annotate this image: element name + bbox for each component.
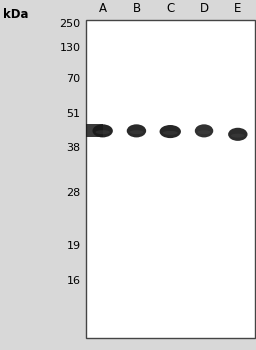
Bar [86, 20, 255, 338]
Text: A: A [99, 2, 107, 15]
Text: E: E [234, 2, 241, 15]
Ellipse shape [198, 130, 210, 134]
Ellipse shape [231, 134, 245, 138]
Text: B: B [132, 2, 141, 15]
Text: 28: 28 [66, 188, 81, 198]
Text: D: D [199, 2, 209, 15]
Ellipse shape [195, 124, 213, 138]
Text: 51: 51 [67, 108, 81, 119]
Ellipse shape [228, 128, 248, 141]
Text: kDa: kDa [3, 8, 28, 21]
Bar [86, 124, 103, 138]
Text: 16: 16 [67, 276, 81, 286]
Ellipse shape [163, 131, 178, 135]
Ellipse shape [130, 130, 143, 134]
Text: 70: 70 [67, 74, 81, 84]
Text: 250: 250 [59, 19, 81, 29]
Text: C: C [166, 2, 174, 15]
Ellipse shape [92, 124, 113, 138]
Ellipse shape [95, 130, 110, 134]
Ellipse shape [159, 125, 181, 138]
Ellipse shape [127, 124, 146, 138]
Text: 130: 130 [60, 43, 81, 53]
Text: 38: 38 [67, 143, 81, 153]
Text: 19: 19 [67, 241, 81, 251]
